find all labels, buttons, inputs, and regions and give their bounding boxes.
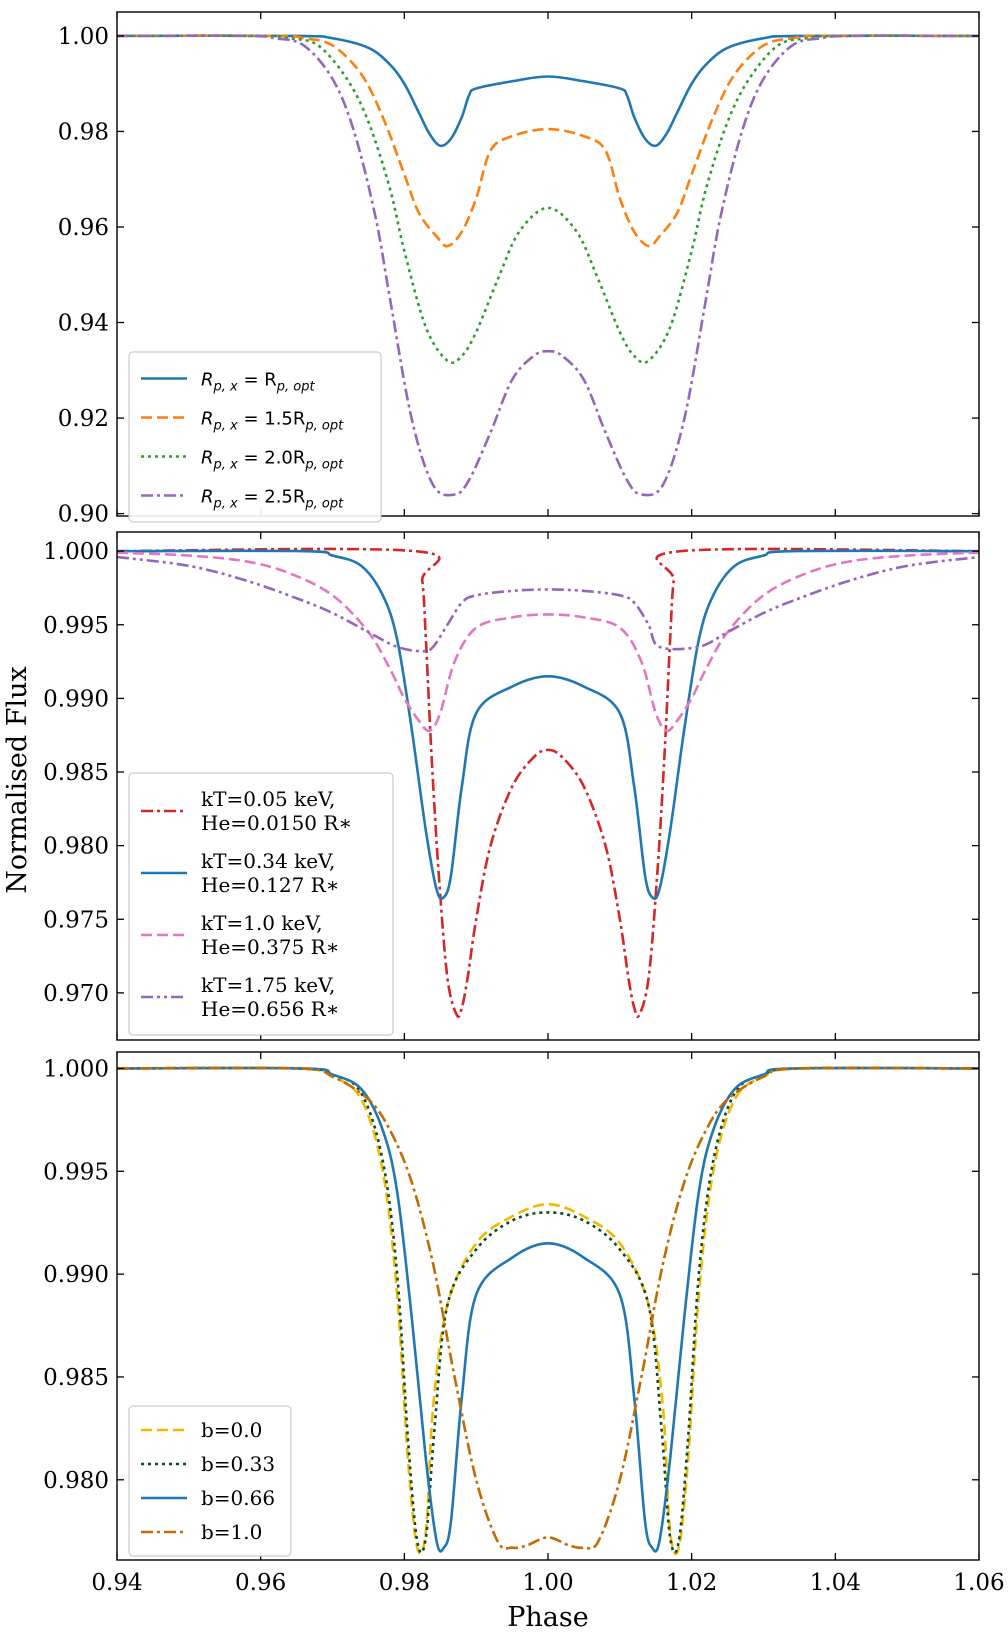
y-tick-label: 0.995 xyxy=(43,1159,109,1185)
legend-label: He=0.656 R∗ xyxy=(201,997,339,1021)
x-tick-label: 1.06 xyxy=(953,1570,1004,1596)
y-tick-label: 0.98 xyxy=(58,119,109,145)
y-tick-label: 0.995 xyxy=(43,613,109,639)
y-tick-label: 1.000 xyxy=(43,1056,109,1082)
legend-label: kT=0.34 keV, xyxy=(201,849,335,873)
legend-label: kT=1.75 keV, xyxy=(201,973,335,997)
y-tick-label: 0.96 xyxy=(58,215,109,241)
x-axis-title: Phase xyxy=(507,1602,589,1632)
legend-label: He=0.375 R∗ xyxy=(201,935,339,959)
legend-box xyxy=(128,1405,292,1557)
series-line-3 xyxy=(117,551,979,733)
legend-box xyxy=(128,772,394,1036)
legend-label: Rp, x = 2.0Rp, opt xyxy=(201,448,344,473)
x-tick-label: 1.04 xyxy=(810,1570,861,1596)
legend-label: Rp, x = 2.5Rp, opt xyxy=(201,487,344,512)
series-line-2 xyxy=(117,34,979,248)
legend-label: kT=1.0 keV, xyxy=(201,911,323,935)
legend-label: b=0.33 xyxy=(201,1452,275,1476)
series-line-1 xyxy=(117,34,979,148)
y-tick-label: 0.985 xyxy=(43,1365,109,1391)
legend: kT=0.05 keV,He=0.0150 R∗kT=0.34 keV,He=0… xyxy=(128,772,394,1036)
series-line-3 xyxy=(117,34,979,364)
series-line-4 xyxy=(117,34,979,497)
series-line-2 xyxy=(117,549,979,901)
y-axis-title: Normalised Flux xyxy=(2,666,33,893)
y-tick-label: 0.970 xyxy=(43,981,109,1007)
y-tick-label: 0.90 xyxy=(58,502,109,528)
y-tick-label: 0.985 xyxy=(43,760,109,786)
legend-box xyxy=(128,351,382,523)
y-tick-label: 0.990 xyxy=(43,1262,109,1288)
legend-label: He=0.0150 R∗ xyxy=(201,811,352,835)
legend-label: kT=0.05 keV, xyxy=(201,787,335,811)
x-tick-label: 0.98 xyxy=(379,1570,430,1596)
panel-middle: 0.970 0.975 0.980 0.985 0.990 0.995 1.000 kT=0.… xyxy=(43,531,980,1041)
x-tick-label: 1.02 xyxy=(666,1570,717,1596)
x-tick-label: 0.96 xyxy=(235,1570,286,1596)
series-line-3 xyxy=(117,1066,979,1553)
y-tick-label: 1.000 xyxy=(43,539,109,565)
series-line-4 xyxy=(117,555,979,653)
x-tick-label: 0.94 xyxy=(91,1570,142,1596)
legend-label: He=0.127 R∗ xyxy=(201,873,339,897)
y-tick-label: 0.975 xyxy=(43,907,109,933)
legend: b=0.0 b=0.33 b=0.66 b=1.0 xyxy=(128,1405,292,1557)
y-tick-label: 0.990 xyxy=(43,686,109,712)
series-line-2 xyxy=(117,1066,979,1554)
y-tick-label: 0.92 xyxy=(58,406,109,432)
y-tick-label: 0.980 xyxy=(43,834,109,860)
legend-label: Rp, x = Rp, opt xyxy=(201,370,316,395)
y-tick-label: 0.94 xyxy=(58,311,109,337)
series-line-1 xyxy=(117,547,979,1019)
x-tick-label: 1.00 xyxy=(522,1570,573,1596)
y-tick-label: 1.00 xyxy=(58,24,109,50)
panel-bottom: 0.980 0.985 0.990 0.995 1.000 0.94 0.96 0.98 1.0… xyxy=(43,1051,1005,1596)
legend-label: Rp, x = 1.5Rp, opt xyxy=(201,409,344,434)
legend-label: b=0.0 xyxy=(201,1418,262,1442)
legend-label: b=1.0 xyxy=(201,1520,262,1544)
legend: Rp, x = Rp, opt Rp, x = 1.5Rp, opt Rp, x =… xyxy=(128,351,382,523)
y-tick-label: 0.980 xyxy=(43,1468,109,1494)
legend-label: b=0.66 xyxy=(201,1486,275,1510)
